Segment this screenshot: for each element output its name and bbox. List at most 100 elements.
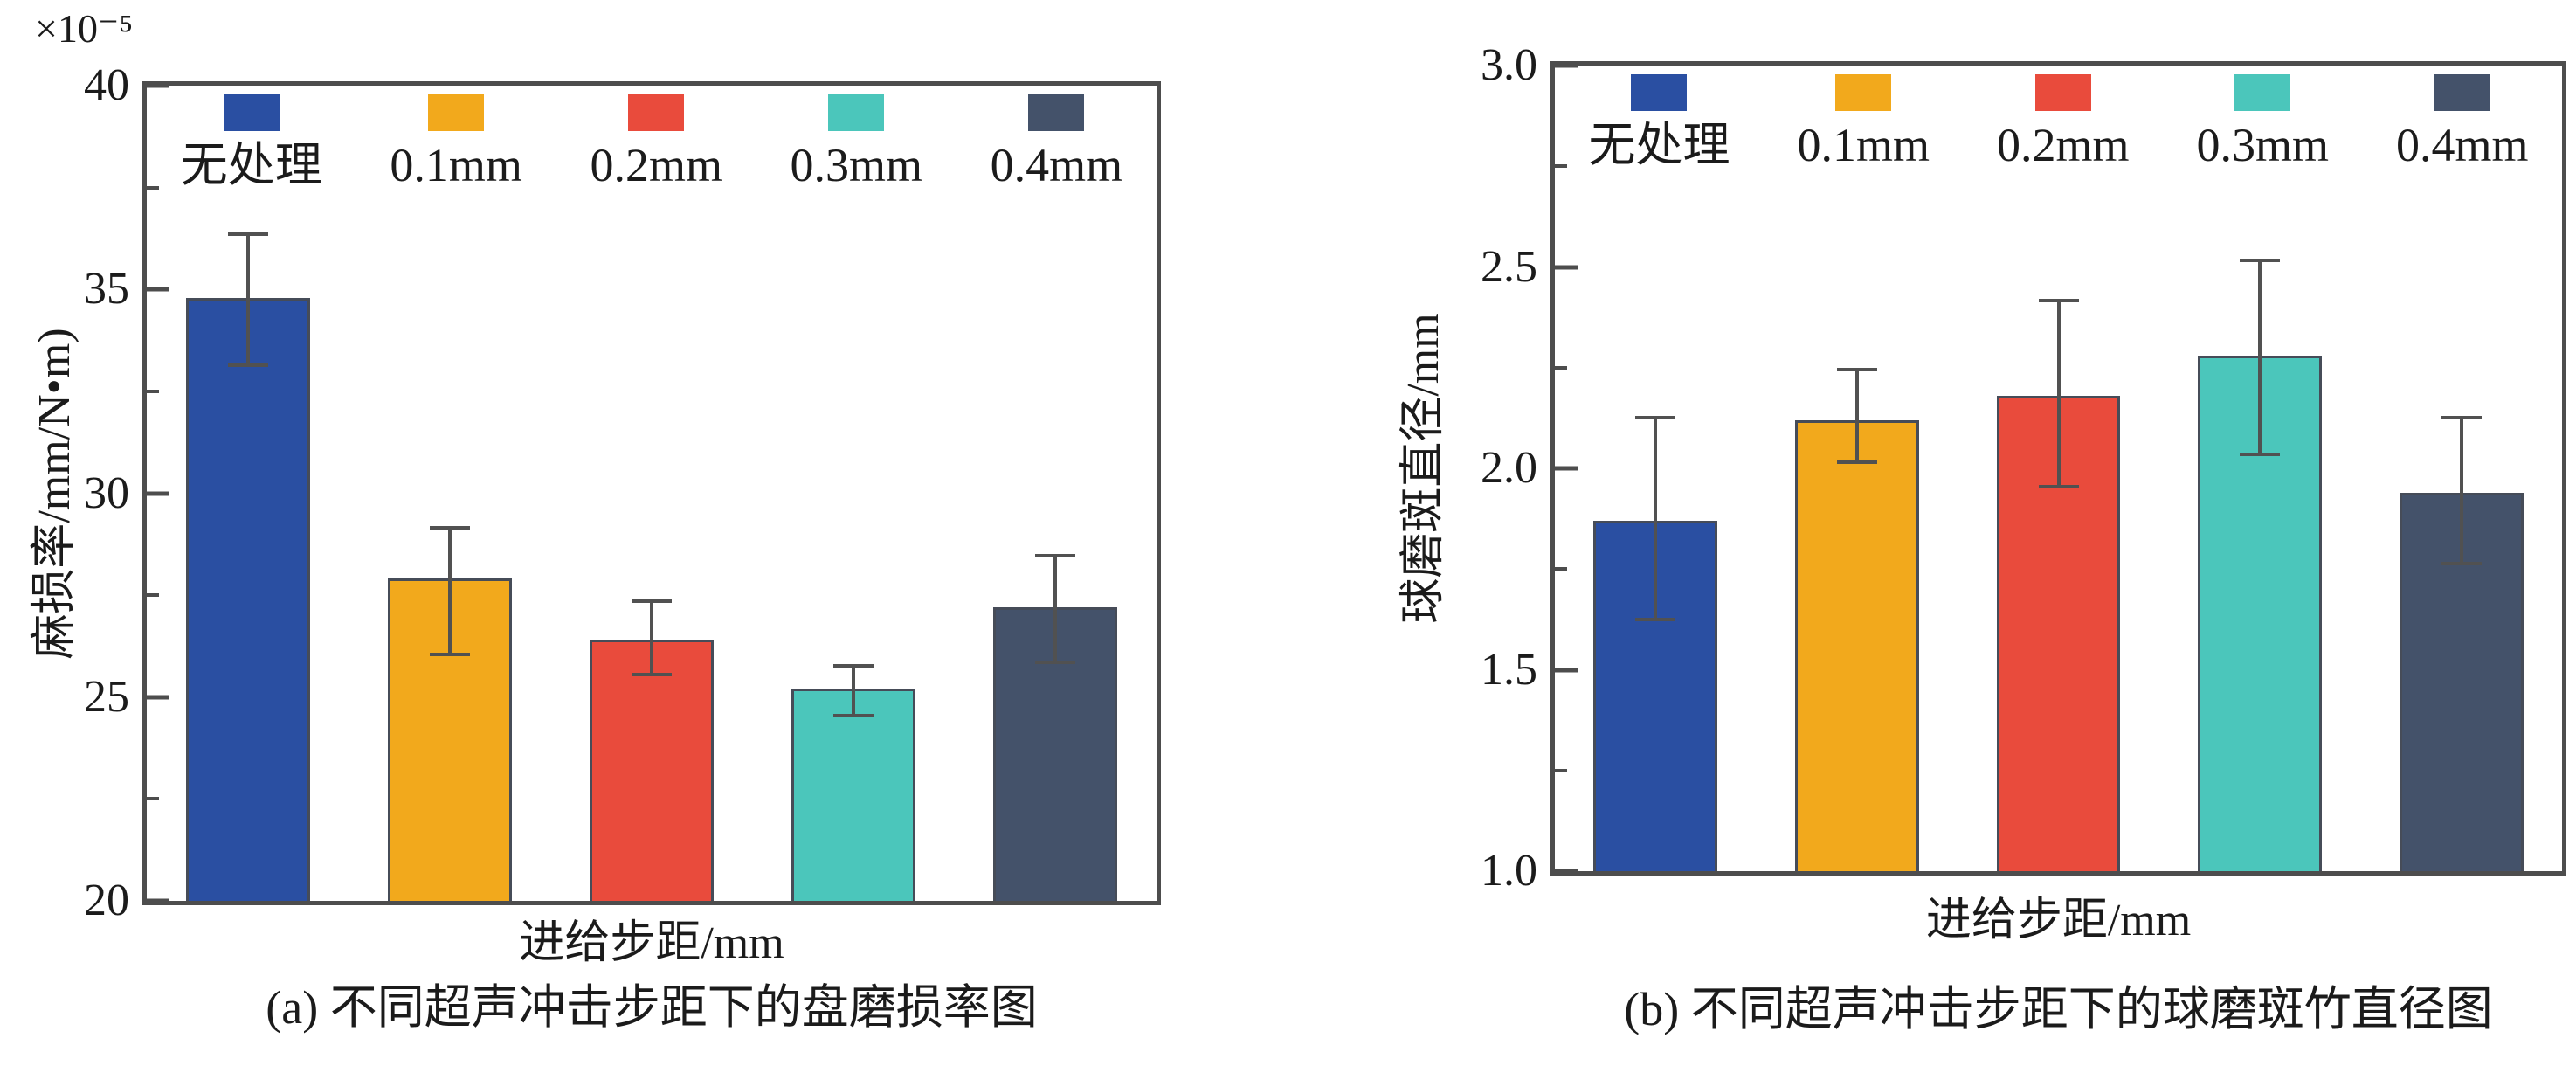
error-bar-cap-bottom bbox=[1035, 661, 1076, 665]
y-axis-scale-label: ×10⁻⁵ bbox=[35, 6, 134, 51]
error-bar-line bbox=[2258, 259, 2262, 457]
y-axis-tick-label: 3.0 bbox=[1481, 40, 1537, 90]
y-axis-major-tick bbox=[147, 287, 169, 292]
error-bar-cap-top bbox=[833, 664, 874, 668]
error-bar bbox=[227, 232, 268, 367]
legend-swatch bbox=[1835, 74, 1892, 111]
y-axis-major-tick bbox=[147, 491, 169, 495]
error-bar-cap-top bbox=[1635, 416, 1676, 420]
bar-0.3mm bbox=[791, 689, 916, 901]
error-bar bbox=[1836, 367, 1877, 465]
y-axis-major-tick bbox=[147, 83, 169, 88]
error-bar-cap-top bbox=[1836, 367, 1877, 371]
y-axis-tick-label: 2.0 bbox=[1481, 443, 1537, 493]
error-bar bbox=[429, 525, 470, 657]
error-bar bbox=[833, 664, 874, 718]
y-axis-major-tick bbox=[1555, 869, 1578, 874]
y-axis-major-tick bbox=[1555, 265, 1578, 269]
panel-caption: (b) 不同超声冲击步距下的球磨斑竹直径图 bbox=[1624, 983, 2493, 1035]
error-bar-cap-bottom bbox=[1836, 460, 1877, 465]
legend: 无处理 0.1mm 0.2mm 0.3mm 0.4mm bbox=[147, 94, 1157, 189]
error-bar-line bbox=[2459, 416, 2463, 565]
legend-swatch bbox=[1028, 94, 1085, 131]
y-axis-tick-label: 2.5 bbox=[1481, 241, 1537, 292]
y-axis-tick-label: 40 bbox=[84, 60, 129, 110]
legend-label: 0.4mm bbox=[2395, 119, 2529, 171]
legend-swatch bbox=[2234, 74, 2291, 111]
error-bar-cap-top bbox=[1035, 554, 1076, 558]
error-bar-line bbox=[1854, 367, 1859, 465]
error-bar-cap-top bbox=[632, 599, 672, 603]
error-bar bbox=[2240, 259, 2281, 457]
bar-0.1mm bbox=[1794, 419, 1919, 871]
error-bar-cap-bottom bbox=[2441, 561, 2482, 565]
y-axis-major-tick bbox=[1555, 466, 1578, 471]
error-bar-line bbox=[2056, 299, 2061, 489]
y-axis-minor-tick bbox=[147, 593, 159, 598]
bar-无处理 bbox=[185, 297, 310, 901]
error-bar-cap-bottom bbox=[227, 363, 268, 367]
legend-item-无处理: 无处理 bbox=[1588, 74, 1730, 169]
y-axis-tick-label: 25 bbox=[84, 671, 129, 722]
x-axis-title: 进给步距/mm bbox=[519, 918, 784, 968]
error-bar-line bbox=[650, 599, 653, 677]
legend-swatch bbox=[223, 94, 280, 131]
panel-caption: (a) 不同超声冲击步距下的盘磨损率图 bbox=[266, 981, 1038, 1034]
legend-label: 0.1mm bbox=[390, 139, 522, 191]
legend-swatch bbox=[2034, 74, 2091, 111]
error-bar-cap-bottom bbox=[429, 653, 470, 657]
legend-item-0.1mm: 0.1mm bbox=[390, 94, 522, 189]
legend-item-0.1mm: 0.1mm bbox=[1797, 74, 1930, 169]
error-bar bbox=[632, 599, 672, 677]
legend-item-无处理: 无处理 bbox=[181, 94, 322, 189]
error-bar-cap-bottom bbox=[2240, 453, 2281, 457]
y-axis-major-tick bbox=[147, 695, 169, 700]
error-bar-line bbox=[852, 664, 856, 718]
legend-swatch bbox=[428, 94, 485, 131]
y-axis-minor-tick bbox=[1555, 768, 1567, 772]
y-axis-minor-tick bbox=[147, 389, 159, 393]
error-bar bbox=[2441, 416, 2482, 565]
legend-label: 0.1mm bbox=[1797, 119, 1930, 171]
y-axis-minor-tick bbox=[1555, 164, 1567, 169]
legend-label: 0.3mm bbox=[2196, 119, 2329, 171]
y-axis-tick-label: 1.5 bbox=[1481, 644, 1537, 695]
error-bar-cap-bottom bbox=[632, 673, 672, 677]
error-bar-line bbox=[245, 232, 250, 367]
y-axis-tick-label: 1.0 bbox=[1481, 846, 1537, 896]
legend-label: 0.4mm bbox=[990, 139, 1123, 191]
error-bar bbox=[1035, 554, 1076, 665]
legend-swatch bbox=[628, 94, 685, 131]
error-bar bbox=[2038, 299, 2079, 489]
error-bar-cap-bottom bbox=[1635, 618, 1676, 622]
legend-label: 0.3mm bbox=[790, 139, 923, 191]
legend-swatch bbox=[2434, 74, 2490, 111]
error-bar-cap-bottom bbox=[2038, 485, 2079, 489]
y-axis-major-tick bbox=[1555, 63, 1578, 68]
legend-item-0.4mm: 0.4mm bbox=[990, 94, 1123, 191]
x-axis-title: 进给步距/mm bbox=[1925, 896, 2192, 945]
y-axis-title: 麻损率/mm/N•m) bbox=[30, 327, 79, 660]
error-bar-cap-top bbox=[429, 525, 470, 530]
legend-item-0.4mm: 0.4mm bbox=[2395, 74, 2529, 171]
legend-label: 无处理 bbox=[1588, 119, 1730, 171]
error-bar-cap-top bbox=[2038, 299, 2079, 303]
y-axis-tick-label: 35 bbox=[84, 264, 129, 315]
legend-swatch bbox=[828, 94, 885, 131]
chart-panel-b: 球磨斑直径/mm 进给步距/mm (b) 不同超声冲击步距下的球磨斑竹直径图 1… bbox=[1398, 43, 2566, 1035]
y-axis-minor-tick bbox=[147, 797, 159, 801]
chart-panel-a: ×10⁻⁵ 麻损率/mm/N•m) 进给步距/mm (a) 不同超声冲击步距下的… bbox=[30, 9, 1161, 1034]
error-bar bbox=[1635, 416, 1676, 622]
y-axis-major-tick bbox=[1555, 668, 1578, 672]
error-bar-cap-bottom bbox=[833, 714, 874, 718]
legend-item-0.3mm: 0.3mm bbox=[790, 94, 923, 191]
y-axis-title: 球磨斑直径/mm bbox=[1398, 313, 1448, 624]
legend-item-0.2mm: 0.2mm bbox=[590, 94, 722, 189]
y-axis-minor-tick bbox=[1555, 567, 1567, 571]
y-axis-minor-tick bbox=[147, 185, 159, 190]
y-axis-major-tick bbox=[147, 898, 169, 903]
error-bar-line bbox=[1053, 554, 1058, 665]
legend-label: 0.2mm bbox=[1996, 119, 2130, 171]
error-bar-line bbox=[1654, 416, 1658, 622]
